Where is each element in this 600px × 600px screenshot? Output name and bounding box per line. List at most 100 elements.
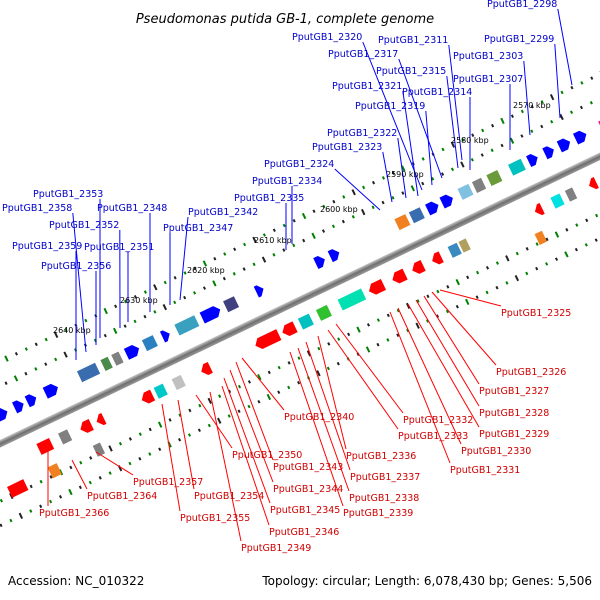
scale-tick xyxy=(570,85,574,90)
gene-feature xyxy=(432,251,444,265)
gene-label[interactable]: PputGB1_2331 xyxy=(450,465,520,476)
gene-label[interactable]: PputGB1_2359 xyxy=(12,241,82,252)
gene-label[interactable]: PputGB1_2330 xyxy=(461,446,531,457)
scale-tick xyxy=(173,275,177,280)
scale-tick xyxy=(476,270,480,275)
gene-label[interactable]: PputGB1_2311 xyxy=(378,35,448,46)
genome-summary-text: Topology: circular; Length: 6,078,430 bp… xyxy=(261,574,592,588)
scale-tick xyxy=(34,342,38,347)
gene-label[interactable]: PputGB1_2334 xyxy=(252,176,322,187)
gene-label[interactable]: PputGB1_2358 xyxy=(2,203,72,214)
gene-leader-line xyxy=(557,8,573,86)
gene-label[interactable]: PputGB1_2317 xyxy=(328,49,398,60)
gene-label[interactable]: PputGB1_2364 xyxy=(87,491,157,502)
scale-tick xyxy=(69,465,73,470)
gene-label[interactable]: PputGB1_2322 xyxy=(327,128,397,139)
gene-label[interactable]: PputGB1_2323 xyxy=(312,142,382,153)
kbp-label: 2590 kbp xyxy=(386,170,424,179)
scale-tick xyxy=(396,333,400,337)
scale-tick xyxy=(580,81,584,85)
scale-tick xyxy=(168,418,172,422)
scale-tick xyxy=(540,124,544,129)
gene-label[interactable]: PputGB1_2325 xyxy=(501,308,571,319)
gene-label[interactable]: PputGB1_2333 xyxy=(398,431,468,442)
gene-label[interactable]: PputGB1_2342 xyxy=(188,207,258,218)
scale-tick xyxy=(446,285,450,289)
gene-feature xyxy=(458,238,471,253)
gene-label[interactable]: PputGB1_2326 xyxy=(496,367,566,378)
gene-label[interactable]: PputGB1_2350 xyxy=(232,450,302,461)
gene-feature xyxy=(42,383,58,399)
gene-label[interactable]: PputGB1_2307 xyxy=(453,74,523,85)
scale-tick xyxy=(594,238,598,242)
gene-label[interactable]: PputGB1_2343 xyxy=(273,462,343,473)
gene-label[interactable]: PputGB1_2357 xyxy=(133,477,203,488)
gene-label[interactable]: PputGB1_2344 xyxy=(273,484,343,495)
gene-feature xyxy=(36,438,55,455)
kbp-label: 2600 kbp xyxy=(320,205,358,214)
scale-tick xyxy=(455,304,459,309)
gene-label[interactable]: PputGB1_2351 xyxy=(84,242,154,253)
gene-leader-line xyxy=(415,299,480,407)
scale-tick xyxy=(13,375,19,382)
gene-feature xyxy=(47,463,62,479)
scale-tick xyxy=(39,504,43,509)
gene-leader-line xyxy=(335,323,404,414)
gene-label[interactable]: PputGB1_2328 xyxy=(479,408,549,419)
gene-feature xyxy=(508,158,526,176)
scale-tick xyxy=(292,218,296,223)
gene-label[interactable]: PputGB1_2348 xyxy=(97,203,167,214)
gene-label[interactable]: PputGB1_2321 xyxy=(332,81,402,92)
gene-label[interactable]: PputGB1_2320 xyxy=(292,32,362,43)
kbp-label: 2630 kbp xyxy=(120,296,158,305)
scale-tick xyxy=(485,290,489,295)
gene-label[interactable]: PputGB1_2339 xyxy=(343,508,413,519)
scale-tick xyxy=(450,167,455,172)
gene-label[interactable]: PputGB1_2324 xyxy=(264,159,334,170)
gene-label[interactable]: PputGB1_2346 xyxy=(269,527,339,538)
gene-label[interactable]: PputGB1_2349 xyxy=(241,543,311,554)
gene-label[interactable]: PputGB1_2345 xyxy=(270,505,340,516)
scale-tick xyxy=(24,347,28,351)
gene-label[interactable]: PputGB1_2303 xyxy=(453,51,523,62)
scale-tick xyxy=(143,314,147,319)
gene-label[interactable]: PputGB1_2340 xyxy=(284,412,354,423)
gene-feature xyxy=(564,187,578,202)
gene-label[interactable]: PputGB1_2337 xyxy=(350,472,420,483)
gene-label[interactable]: PputGB1_2366 xyxy=(39,508,109,519)
scale-tick xyxy=(18,512,24,519)
gene-label[interactable]: PputGB1_2355 xyxy=(180,513,250,524)
gene-label[interactable]: PputGB1_2336 xyxy=(346,451,416,462)
gene-label[interactable]: PputGB1_2353 xyxy=(33,189,103,200)
scale-tick xyxy=(272,228,276,233)
gene-label[interactable]: PputGB1_2335 xyxy=(234,193,304,204)
gene-label[interactable]: PputGB1_2298 xyxy=(487,0,557,10)
gene-label[interactable]: PputGB1_2354 xyxy=(194,491,264,502)
gene-leader-line xyxy=(195,394,233,449)
accession-text: Accession: NC_010322 xyxy=(8,574,144,588)
gene-label[interactable]: PputGB1_2352 xyxy=(49,220,119,231)
gene-label[interactable]: PputGB1_2327 xyxy=(479,386,549,397)
gene-label[interactable]: PputGB1_2319 xyxy=(355,101,425,112)
gene-label[interactable]: PputGB1_2332 xyxy=(403,415,473,426)
scale-tick xyxy=(143,290,147,294)
gene-label[interactable]: PputGB1_2299 xyxy=(484,34,554,45)
gene-label[interactable]: PputGB1_2338 xyxy=(349,493,419,504)
scale-tick xyxy=(391,171,395,175)
scale-tick xyxy=(128,461,132,466)
gene-label[interactable]: PputGB1_2314 xyxy=(402,87,472,98)
gene-label[interactable]: PputGB1_2356 xyxy=(41,261,111,272)
gene-label[interactable]: PputGB1_2329 xyxy=(479,429,549,440)
scale-tick xyxy=(49,475,53,479)
scale-tick xyxy=(162,303,168,311)
scale-tick xyxy=(564,251,569,258)
gene-leader-line xyxy=(241,357,285,411)
gene-feature xyxy=(589,177,599,190)
gene-label[interactable]: PputGB1_2347 xyxy=(163,223,233,234)
scale-tick xyxy=(247,404,251,409)
scale-tick xyxy=(267,370,271,375)
gene-label[interactable]: PputGB1_2315 xyxy=(376,66,446,77)
scale-tick xyxy=(500,117,505,125)
scale-tick xyxy=(356,326,361,333)
scale-tick xyxy=(301,212,307,220)
